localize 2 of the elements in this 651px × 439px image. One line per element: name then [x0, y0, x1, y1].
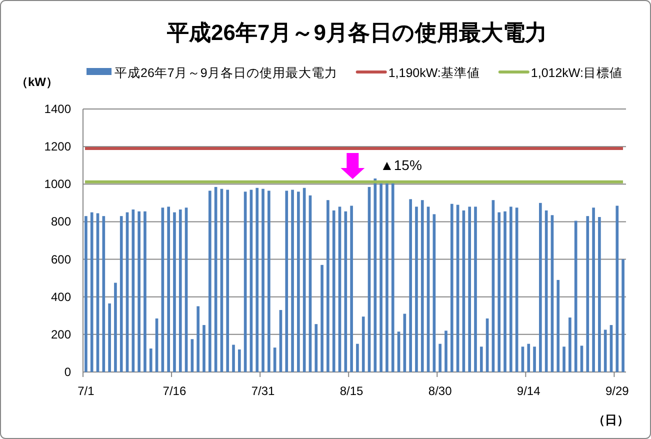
- annotation: ▲15%: [380, 157, 422, 173]
- title: 平成26年7月～9月各日の使用最大電力: [167, 20, 547, 45]
